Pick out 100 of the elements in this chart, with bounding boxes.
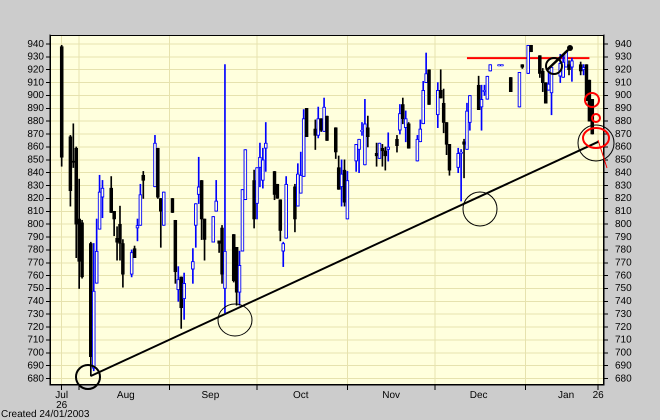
- x-tick-label: 26: [592, 390, 604, 401]
- y2-tick-label: 920: [615, 64, 632, 76]
- y-tick-label: 770: [27, 258, 44, 269]
- candlestick: [400, 98, 405, 124]
- candlestick: [570, 58, 574, 82]
- candlestick: [406, 122, 410, 149]
- y-tick-label: 680: [27, 373, 44, 384]
- candlestick: [508, 77, 513, 92]
- candlestick: [518, 72, 522, 108]
- y-tick-label: 810: [27, 206, 44, 218]
- y-tick-label: 940: [27, 38, 44, 50]
- candlestick: [176, 266, 180, 302]
- y-tick-label: 760: [27, 270, 44, 282]
- y-tick-label: 800: [27, 218, 44, 230]
- y2-tick-label: 900: [615, 90, 632, 102]
- candlestick: [170, 198, 174, 213]
- y2-tick-label: 700: [615, 348, 632, 359]
- candlestick: [174, 220, 178, 284]
- y2-tick-label: 770: [615, 258, 632, 269]
- candlestick: [436, 82, 440, 128]
- candlestick: [130, 250, 134, 278]
- y2-tick-label: 910: [615, 77, 632, 88]
- candlestick: [214, 180, 218, 212]
- x-tick-label: Aug: [116, 390, 135, 401]
- y-tick-label: 720: [27, 322, 44, 333]
- y2-tick-label: 870: [615, 128, 632, 140]
- x-tick-label: Nov: [382, 390, 400, 401]
- y2-tick-label: 840: [615, 167, 632, 178]
- y-tick-label: 700: [27, 348, 44, 359]
- y2-tick-label: 710: [615, 334, 632, 346]
- candlestick: [476, 76, 480, 110]
- candlestick: [386, 132, 390, 162]
- candlestick: [378, 142, 382, 159]
- y2-tick-label: 830: [615, 180, 632, 192]
- y-tick-label: 730: [27, 308, 44, 320]
- y2-tick-label: 730: [615, 308, 632, 320]
- candlestick: [357, 138, 361, 174]
- y-tick-label: 850: [27, 154, 44, 166]
- y2-tick-label: 790: [615, 232, 632, 243]
- y2-tick-label: 780: [615, 244, 632, 256]
- y2-tick-label: 680: [615, 373, 632, 384]
- x-tick-label: Dec: [470, 390, 488, 401]
- candlestick: [480, 84, 484, 131]
- candlestick: [202, 218, 206, 261]
- candlestick: [550, 66, 554, 116]
- y2-tick-label: 810: [615, 206, 632, 218]
- y-tick-label: 860: [27, 142, 44, 153]
- y-tick-label: 880: [27, 116, 44, 127]
- candlestick: [272, 171, 276, 200]
- y-tick-label: 820: [27, 193, 44, 204]
- y2-tick-label: 850: [615, 154, 632, 166]
- text: Created 24/01/2003: [1, 409, 90, 420]
- y-tick-label: 900: [27, 90, 44, 102]
- y-tick-label: 930: [27, 52, 44, 63]
- candlestick: [132, 246, 136, 258]
- candlestick: [363, 99, 367, 166]
- y2-tick-label: 720: [615, 322, 632, 333]
- y2-tick-label: 930: [615, 52, 632, 63]
- x-tick-label: Oct: [292, 390, 309, 401]
- y2-tick-label: 690: [615, 360, 632, 372]
- candlestick: [340, 159, 344, 206]
- candlestick: [162, 192, 166, 226]
- y2-tick-label: 740: [615, 296, 632, 308]
- y2-tick-label: 880: [615, 116, 632, 127]
- y2-tick-label: 860: [615, 142, 632, 153]
- y-tick-label: 740: [27, 296, 44, 308]
- y-tick-label: 830: [27, 180, 44, 192]
- candlestick: [281, 242, 286, 267]
- candlestick: [284, 176, 288, 239]
- y-tick-label: 920: [27, 64, 44, 76]
- y-tick-label: 840: [27, 167, 44, 178]
- y-tick-label: 910: [27, 77, 44, 88]
- y-tick-label: 750: [27, 283, 44, 294]
- candlestick: [304, 108, 308, 137]
- y2-tick-label: 750: [615, 283, 632, 294]
- y2-tick-label: 820: [615, 193, 632, 204]
- y-tick-label: 780: [27, 244, 44, 256]
- y-tick-label: 710: [27, 334, 44, 346]
- y-tick-label: 790: [27, 232, 44, 243]
- y2-tick-label: 800: [615, 218, 632, 230]
- y-tick-label: 690: [27, 360, 44, 372]
- candlestick: [191, 248, 195, 284]
- y-tick-label: 890: [27, 103, 44, 114]
- y2-tick-label: 940: [615, 38, 632, 50]
- candlestick: [526, 44, 530, 74]
- candlestick: [374, 142, 378, 167]
- candlestick: [462, 138, 466, 178]
- x-tick-label: Jul 26: [55, 390, 68, 411]
- candlestick: [223, 64, 227, 314]
- x-tick-label: Sep: [201, 390, 220, 401]
- y2-tick-label: 890: [615, 103, 632, 114]
- y-tick-label: 870: [27, 128, 44, 140]
- candlestick: [346, 171, 350, 220]
- candlestick: [398, 104, 402, 134]
- candlestick: [427, 69, 431, 105]
- candlestick: [325, 116, 329, 141]
- candlestick: [383, 146, 388, 170]
- candlestick: [200, 180, 204, 240]
- candlestick: [567, 60, 571, 76]
- candlestick: [278, 199, 282, 242]
